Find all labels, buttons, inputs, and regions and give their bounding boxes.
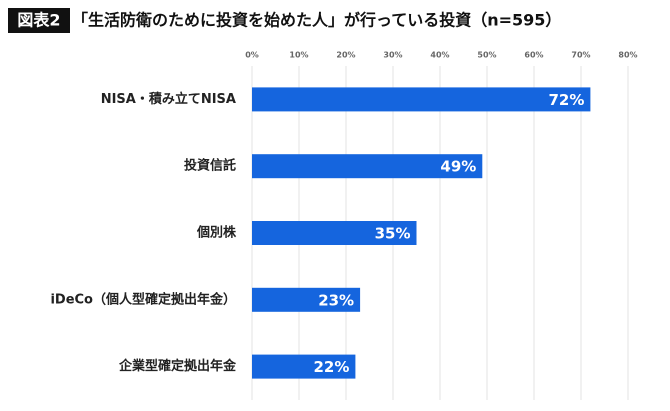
- x-tick-label: 0%: [245, 51, 259, 60]
- value-label: 72%: [548, 91, 584, 109]
- value-label: 49%: [440, 158, 476, 176]
- chart-title: 「生活防衛のために投資を始めた人」が行っている投資（n=595）: [72, 11, 561, 30]
- bar: [252, 287, 361, 312]
- value-label: 22%: [313, 358, 349, 376]
- x-tick-label: 30%: [383, 51, 402, 60]
- chart-label: 図表2: [17, 11, 60, 30]
- x-tick-label: 60%: [524, 51, 543, 60]
- bar: [252, 154, 483, 179]
- y-tick-label: 個別株: [196, 225, 237, 241]
- x-tick-label: 50%: [477, 51, 496, 60]
- value-label: 35%: [375, 225, 411, 243]
- label-badge: [8, 8, 70, 33]
- y-tick-label: 企業型確定拠出年金: [118, 358, 237, 374]
- x-tick-label: 80%: [618, 51, 637, 60]
- value-label: 23%: [318, 291, 354, 309]
- x-tick-label: 20%: [336, 51, 355, 60]
- bar: [252, 87, 591, 112]
- bar: [252, 354, 356, 379]
- x-tick-label: 70%: [571, 51, 590, 60]
- y-tick-label: iDeCo（個人型確定拠出年金）: [50, 291, 236, 307]
- x-tick-label: 10%: [289, 51, 308, 60]
- y-tick-label: NISA・積み立てNISA: [101, 91, 236, 107]
- y-tick-label: 投資信託: [184, 158, 236, 174]
- bar: [252, 221, 417, 245]
- x-tick-label: 40%: [430, 51, 449, 60]
